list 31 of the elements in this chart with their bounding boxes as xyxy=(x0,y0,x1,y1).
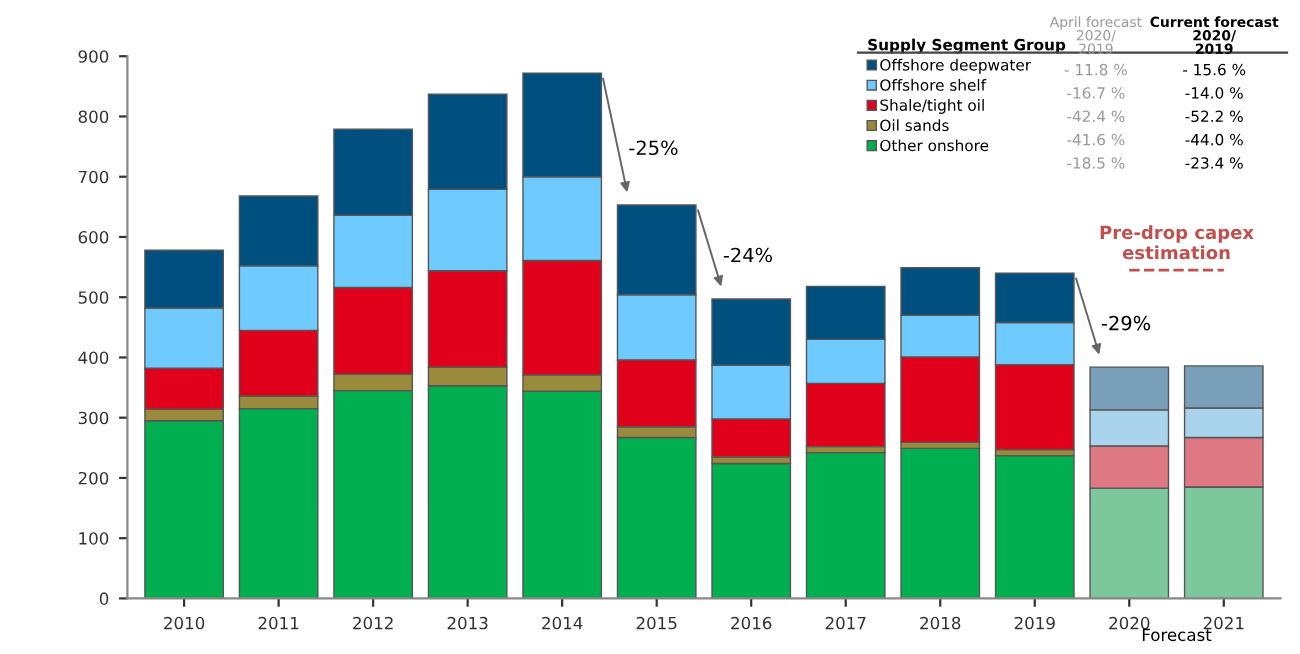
x-tick-label: 2013 xyxy=(447,616,488,630)
y-tick-label: 0 xyxy=(99,592,109,605)
y-tick-label: 600 xyxy=(78,230,109,244)
x-tick-label: 2015 xyxy=(636,616,677,630)
y-tick-label: 900 xyxy=(78,50,109,63)
y-tick-label: 500 xyxy=(78,291,109,304)
x-tick-label: 2014 xyxy=(542,616,583,630)
x-tick-label: 2012 xyxy=(353,616,393,630)
x-tick-label: 2010 xyxy=(164,616,205,630)
y-tick-label: 200 xyxy=(78,471,109,485)
text: Forecast xyxy=(1142,628,1212,642)
y-tick-label: 800 xyxy=(78,110,109,124)
x-tick-label: 2020 xyxy=(1109,616,1150,630)
x-tick-label: 2019 xyxy=(1014,616,1055,630)
y-tick-label: 400 xyxy=(78,351,109,365)
bar xyxy=(805,451,886,599)
x-tick-label: 2011 xyxy=(258,616,299,630)
x-tick-label: 2017 xyxy=(825,616,866,630)
bar xyxy=(900,447,981,599)
bar xyxy=(994,454,1075,599)
y-tick-label: 300 xyxy=(78,411,109,425)
annotation: -24% xyxy=(723,247,773,263)
y-tick-label: 100 xyxy=(79,532,109,545)
annotation: -29% xyxy=(1101,315,1151,331)
y-tick-label: 700 xyxy=(78,170,109,184)
x-tick-label: 2021 xyxy=(1203,616,1244,630)
annotation: -25% xyxy=(629,140,678,156)
bar xyxy=(711,462,792,599)
series-label: Pre-drop capex estimation xyxy=(1100,225,1254,260)
x-tick-label: 2018 xyxy=(920,616,961,630)
x-tick-label: 2016 xyxy=(731,616,772,630)
